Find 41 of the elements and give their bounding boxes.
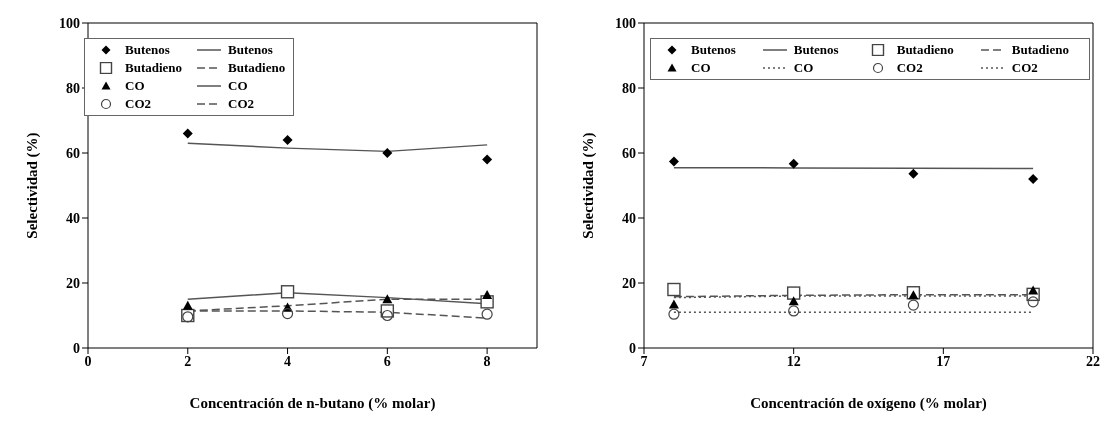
legend-label: Butadieno	[125, 60, 183, 76]
y-tick-label: 0	[629, 340, 636, 356]
legend-label: CO2	[125, 96, 151, 112]
x-tick-label: 2	[184, 353, 192, 369]
y-tick-label: 100	[59, 15, 80, 31]
legend-label: CO2	[896, 60, 923, 76]
legend-label: CO	[125, 78, 145, 94]
x-axis-title: Concentración de oxígeno (% molar)	[750, 395, 987, 412]
y-tick-label: 20	[66, 275, 80, 291]
legend-label: Butadieno	[1011, 42, 1069, 58]
y-tick-label: 60	[66, 145, 80, 161]
x-tick-label: 17	[936, 353, 951, 369]
y-axis-title: Selectividad (%)	[24, 132, 42, 239]
legend-label: Butenos	[793, 42, 839, 58]
legend-label: Butenos	[125, 42, 170, 58]
y-tick-label: 100	[615, 15, 636, 31]
x-tick-label: 8	[483, 353, 491, 369]
y-tick-label: 40	[66, 210, 80, 226]
legend-label: CO	[228, 78, 248, 94]
legend-label: Butadieno	[896, 42, 954, 58]
y-tick-label: 0	[73, 340, 80, 356]
x-axis-title: Concentración de n-butano (% molar)	[189, 395, 436, 412]
y-tick-label: 20	[622, 275, 636, 291]
x-tick-label: 22	[1086, 353, 1100, 369]
legend-label: Butenos	[228, 42, 273, 58]
y-tick-label: 60	[622, 145, 636, 161]
y-tick-label: 80	[66, 80, 80, 96]
legend-label: CO2	[228, 96, 255, 112]
legend-label: Butenos	[691, 42, 736, 58]
x-tick-label: 7	[640, 353, 648, 369]
y-axis-title: Selectividad (%)	[580, 132, 598, 239]
x-tick-label: 12	[786, 353, 801, 369]
legend-label: Butadieno	[228, 60, 286, 76]
y-tick-label: 80	[622, 80, 636, 96]
legend-label: CO	[691, 60, 711, 76]
x-tick-label: 6	[383, 353, 391, 369]
y-tick-label: 40	[622, 210, 636, 226]
x-tick-label: 4	[284, 353, 292, 369]
x-tick-label: 0	[84, 353, 92, 369]
legend-label: CO2	[1011, 60, 1038, 76]
legend-label: CO	[793, 60, 814, 76]
